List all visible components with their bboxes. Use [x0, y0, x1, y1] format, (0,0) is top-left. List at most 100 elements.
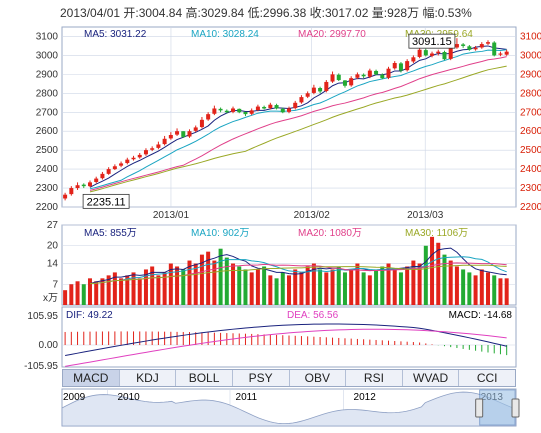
volume-bar [461, 269, 466, 305]
volume-bar [243, 269, 248, 305]
volume-tick: 20 [47, 241, 59, 252]
candle-body [473, 47, 478, 50]
close-label: 收: [309, 6, 325, 20]
candle-body [218, 108, 223, 111]
volume-bar [224, 257, 229, 305]
price-x-tick: 2013/01 [153, 210, 190, 221]
candle-body [63, 194, 68, 199]
volume-tick: 14 [47, 259, 59, 270]
candle-body [386, 68, 391, 78]
volume-bar [355, 263, 360, 305]
volume-bar [386, 263, 391, 305]
candle-body [81, 184, 86, 187]
quote-header: 2013/04/01 开:3004.84 高:3029.84 低:2996.38… [60, 4, 472, 22]
candle-body [287, 108, 291, 112]
volume-bar [199, 254, 204, 305]
volume-bar [249, 272, 254, 305]
high-label: 高: [185, 6, 201, 20]
volume-bar [398, 272, 403, 305]
candle-body [168, 135, 173, 139]
tab-rsi[interactable]: RSI [346, 370, 403, 386]
candle-body [280, 108, 285, 113]
candle-body [94, 178, 99, 182]
tab-psy[interactable]: PSY [233, 370, 290, 386]
tab-boll[interactable]: BOLL [176, 370, 233, 386]
candle-body [224, 110, 229, 113]
candle-body [417, 49, 422, 57]
volume-bar [274, 278, 279, 305]
candle-body [199, 119, 204, 128]
price-right-tick: 2700 [520, 107, 541, 118]
min-price-label: 2235.11 [87, 196, 126, 208]
candle-body [361, 74, 366, 77]
candle-body [479, 44, 484, 48]
volume-bar [342, 272, 347, 305]
price-ma-label-ma5: MA5: 3031.22 [84, 29, 147, 40]
tab-macd[interactable]: MACD [63, 370, 120, 386]
price-x-tick: 2013/03 [407, 210, 444, 221]
volume-bar [299, 272, 304, 305]
price-right-tick: 2300 [520, 183, 541, 194]
tab-cci[interactable]: CCI [476, 371, 498, 385]
volume-bar [143, 269, 148, 305]
dif-label: DIF: 49.22 [66, 310, 113, 321]
price-left-tick: 2900 [36, 69, 59, 80]
low-label: 低: [247, 6, 263, 20]
volume-bar [262, 266, 267, 305]
volume-value: 928万 [387, 6, 420, 20]
volume-bar [492, 275, 497, 305]
price-right-tick: 2900 [520, 69, 541, 80]
candle-body [430, 53, 435, 56]
volume-ma-label-ma10: MA10: 902万 [191, 228, 249, 239]
ma5-line [89, 45, 507, 188]
candle-body [106, 169, 111, 174]
candle-body [212, 108, 217, 114]
overview-right-handle[interactable] [511, 398, 520, 418]
price-left-tick: 2800 [36, 88, 59, 99]
candle-body [324, 81, 329, 92]
close-value: 3017.02 [324, 6, 369, 20]
volume-bar [187, 260, 192, 305]
volume-bar [349, 269, 354, 305]
volume-bar [100, 278, 105, 305]
overview-selection-window[interactable] [479, 389, 516, 426]
volume-tick: 27 [47, 220, 59, 231]
tab-wvad[interactable]: WVAD [403, 370, 460, 386]
tab-obv[interactable]: OBV [290, 370, 347, 386]
candle-body [486, 42, 491, 44]
price-ma-label-ma10: MA10: 3028.24 [191, 29, 259, 40]
candle-body [318, 88, 323, 92]
macd-bottom-tick: -105.95 [24, 361, 58, 372]
price-ma-label-ma20: MA20: 2997.70 [298, 29, 366, 40]
volume-bar [318, 269, 323, 305]
overview-year-label: 2009 [63, 392, 86, 403]
volume-bar [206, 251, 211, 305]
max-price-label: 3091.15 [412, 36, 452, 48]
volume-bar [268, 275, 273, 305]
price-left-tick: 3000 [36, 50, 59, 61]
candle-body [112, 166, 117, 170]
open-value: 3004.84 [138, 6, 183, 20]
candle-body [143, 150, 148, 155]
min-price-box [82, 193, 130, 209]
candle-body [187, 131, 192, 137]
volume-bar [330, 269, 335, 305]
volume-bar [69, 284, 74, 305]
volume-bar [81, 284, 86, 305]
volume-bar [324, 272, 329, 305]
price-right-tick: 2200 [520, 202, 541, 213]
volume-bar [311, 263, 316, 305]
candle-body [231, 108, 236, 112]
volume-bar [280, 272, 285, 305]
volume-bar [430, 236, 435, 305]
overview-left-handle[interactable] [475, 398, 484, 418]
candle-body [411, 57, 416, 62]
volume-bar [131, 272, 136, 305]
candle-body [342, 80, 347, 86]
volume-bar [63, 290, 68, 305]
volume-bar [156, 275, 161, 305]
overview-year-label: 2010 [117, 392, 140, 403]
candle-body [87, 182, 92, 187]
tab-kdj[interactable]: KDJ [120, 370, 177, 386]
